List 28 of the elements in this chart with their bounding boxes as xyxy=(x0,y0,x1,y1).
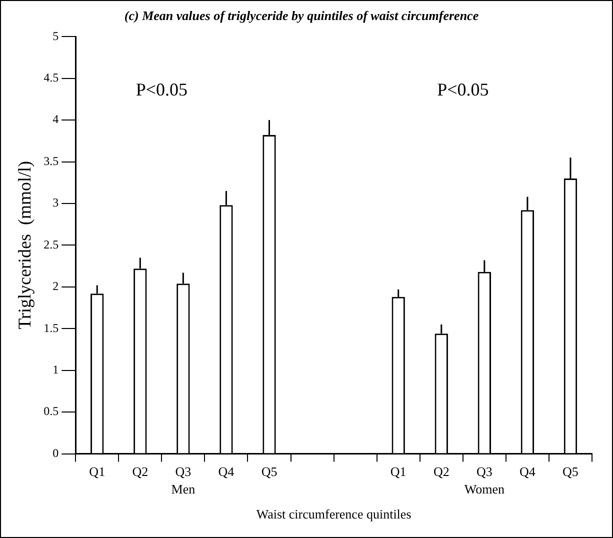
x-tick-label: Q2 xyxy=(433,464,450,480)
y-tick-label: 5 xyxy=(52,28,59,43)
y-axis-title: Triglycerides (mmol/l) xyxy=(14,161,35,330)
x-tick-label: Q5 xyxy=(562,464,578,480)
x-tick-label: Q3 xyxy=(476,464,492,480)
y-tick-label: 4 xyxy=(52,112,59,126)
x-tick-label: Q5 xyxy=(261,464,278,480)
y-tick-label: 0.5 xyxy=(44,404,59,418)
annotation: P<0.05 xyxy=(437,80,489,100)
x-tick-label: Q1 xyxy=(390,464,406,480)
y-tick-label: 3.5 xyxy=(44,154,59,168)
y-tick-label: 3 xyxy=(52,196,59,210)
x-tick-label: Q1 xyxy=(89,464,106,480)
x-tick-label: Q4 xyxy=(218,464,235,480)
y-tick-label: 2.5 xyxy=(44,237,59,252)
text: Men xyxy=(171,482,196,497)
chart-title: (c) Mean values of triglyceride by quintiles of waist circumference xyxy=(124,8,479,24)
x-tick-label: Q2 xyxy=(132,464,148,480)
x-axis-title: Waist circumference quintiles xyxy=(256,506,412,522)
text: Women xyxy=(464,482,505,497)
annotation: P<0.05 xyxy=(136,80,188,100)
y-tick-label: 2 xyxy=(52,279,59,294)
x-tick-label: Q4 xyxy=(520,464,536,480)
y-tick-label: 4.5 xyxy=(44,70,59,84)
x-tick-label: Q3 xyxy=(175,464,192,480)
y-tick-label: 1.5 xyxy=(44,320,59,335)
y-tick-label: 1 xyxy=(52,362,59,377)
y-tick-label: 0 xyxy=(52,446,59,460)
